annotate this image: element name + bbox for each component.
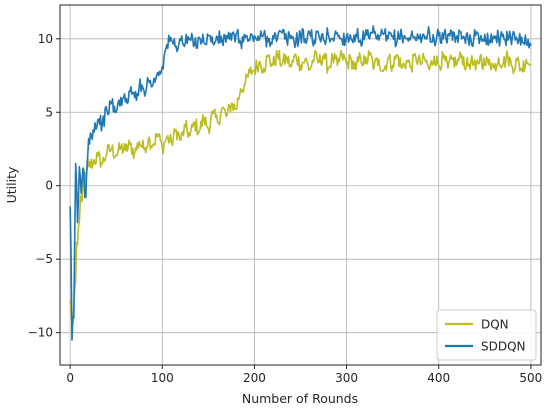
y-tick-label: 0 <box>45 179 53 193</box>
legend-label-dqn: DQN <box>481 318 509 332</box>
legend-label-sddqn: SDDQN <box>481 340 526 354</box>
x-axis-label: Number of Rounds <box>242 391 358 406</box>
y-tick-label: −10 <box>28 326 53 340</box>
series-line-sddqn <box>69 25 532 341</box>
y-tick-label: 5 <box>45 105 53 119</box>
grid-lines <box>60 5 541 365</box>
x-tick-label: 200 <box>243 371 266 385</box>
x-tick-label: 100 <box>151 371 174 385</box>
x-tick-label: 0 <box>66 371 74 385</box>
plot-frame <box>59 4 542 366</box>
x-axis: 0 100 200 300 400 500 <box>66 365 542 385</box>
legend-box <box>436 309 537 361</box>
y-axis-label: Utility <box>4 166 19 203</box>
series-layer <box>69 25 532 341</box>
y-tick-label: −5 <box>35 252 53 266</box>
x-tick-label: 400 <box>427 371 450 385</box>
y-tick-label: 10 <box>38 32 53 46</box>
x-tick-label: 500 <box>519 371 542 385</box>
series-line-dqn <box>69 49 531 327</box>
y-axis: −10 −5 0 5 10 <box>28 32 60 340</box>
legend: DQN SDDQN <box>436 309 537 361</box>
x-tick-label: 300 <box>335 371 358 385</box>
